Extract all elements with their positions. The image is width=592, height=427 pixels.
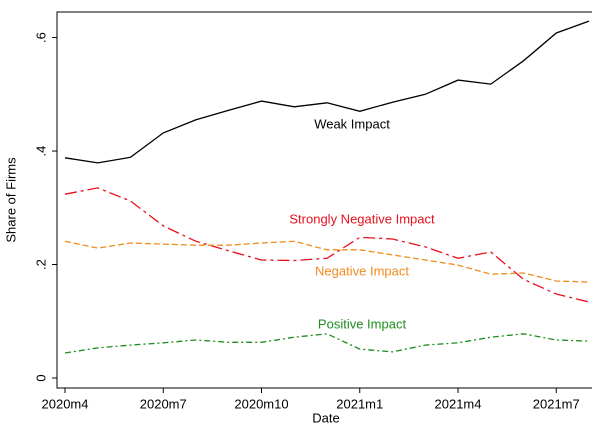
y-tick-label: 0	[33, 374, 48, 381]
x-axis-title: Date	[312, 410, 339, 425]
x-tick-label: 2020m10	[234, 396, 288, 411]
series-label: Strongly Negative Impact	[289, 211, 435, 226]
x-tick-label: 2021m4	[435, 396, 482, 411]
y-tick-label: .6	[33, 32, 48, 43]
plot-frame	[56, 11, 592, 389]
x-tick-label: 2020m7	[140, 396, 187, 411]
series-label: Negative Impact	[315, 263, 409, 278]
series-label: Weak Impact	[314, 116, 390, 131]
series-line	[64, 333, 590, 354]
series-line	[64, 240, 590, 283]
x-tick-label: 2021m7	[533, 396, 580, 411]
series-line	[64, 187, 590, 303]
x-tick-label: 2020m4	[42, 396, 89, 411]
y-tick-label: .2	[33, 259, 48, 270]
series-line	[64, 20, 590, 164]
y-tick-label: .4	[33, 146, 48, 157]
y-axis-title: Share of Firms	[3, 157, 18, 243]
x-tick-label: 2021m1	[336, 396, 383, 411]
series-label: Positive Impact	[318, 316, 407, 331]
